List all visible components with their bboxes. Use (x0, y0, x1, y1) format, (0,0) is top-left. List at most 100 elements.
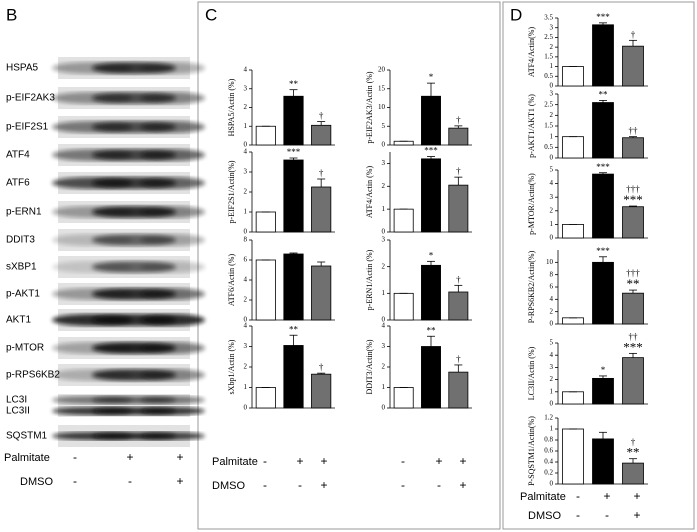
y-tick-label: 1 (550, 62, 554, 70)
condition-sign: - (605, 508, 609, 522)
y-axis-label: ATF4/Actin (%) (365, 166, 374, 219)
y-tick-label: 4 (244, 148, 248, 156)
y-tick-label: 1.2 (544, 414, 553, 422)
condition-label: DMSO (212, 480, 245, 492)
significance-mark: ** (627, 445, 640, 460)
blot-label: LC3II (6, 406, 30, 417)
bar (283, 159, 304, 233)
condition-sign: + (126, 450, 133, 464)
y-tick-label: 1 (244, 122, 248, 130)
bar (622, 292, 644, 325)
panel-label: C (205, 5, 217, 24)
blot-band (141, 62, 205, 74)
blot-label: p-MTOR (6, 343, 44, 354)
significance-mark: ††† (626, 268, 640, 278)
significance-mark: †† (629, 331, 639, 341)
significance-mark: † (456, 274, 461, 284)
y-tick-label: 2 (550, 206, 554, 214)
significance-mark: † (631, 29, 636, 39)
y-tick-label: 1.5 (544, 52, 553, 60)
y-tick-label: 0 (550, 82, 554, 90)
condition-label: Palmitate (212, 456, 258, 468)
y-tick-label: 10 (546, 258, 554, 266)
blot-band (141, 314, 205, 326)
bar (283, 345, 304, 409)
blot-band (141, 92, 205, 104)
y-tick-label: 3 (244, 84, 248, 92)
blot-band (141, 369, 205, 381)
bar (562, 428, 584, 485)
condition-sign: + (633, 489, 640, 503)
y-axis-label: ATF4/Actin(%) (527, 27, 536, 78)
blot-band (141, 206, 205, 218)
significance-mark: *** (596, 12, 610, 22)
y-tick-label: 10 (378, 103, 386, 111)
significance-mark: † (456, 354, 461, 364)
y-tick-label: 5 (550, 166, 554, 174)
blot-label: p-EIF2AK3 (6, 93, 55, 104)
y-tick-label: 0.2 (544, 469, 553, 477)
significance-mark: ** (289, 324, 299, 334)
significance-mark: ** (627, 276, 640, 291)
bar (393, 140, 414, 146)
y-axis-label: p-EIF2AK3/Actin (%) (365, 71, 374, 144)
significance-mark: †† (629, 126, 639, 136)
bar (255, 125, 276, 146)
bar (283, 253, 304, 321)
bar (592, 261, 614, 325)
blot-label: p-RPS6KB2 (6, 370, 60, 381)
blot-band (141, 177, 205, 189)
significance-mark: ** (427, 325, 437, 335)
bar (562, 391, 584, 405)
y-tick-label: 6 (244, 256, 248, 264)
blot-label: p-EIF2S1 (6, 122, 49, 133)
y-axis-label: ATF6/Actin (%) (227, 254, 236, 307)
bar (393, 208, 414, 233)
significance-mark: *** (623, 339, 643, 354)
y-tick-label: 2.5 (544, 33, 553, 41)
blot-band (141, 342, 205, 354)
y-tick-label: 0.5 (544, 143, 553, 151)
y-tick-label: 8 (244, 236, 248, 244)
blot-label: DDIT3 (6, 235, 35, 246)
bar (562, 223, 584, 239)
y-tick-label: 5 (382, 122, 386, 130)
y-axis-label: p-AKT1/AKT1 (%) (527, 94, 536, 158)
significance-mark: *** (424, 146, 438, 156)
y-tick-label: 2 (382, 262, 386, 270)
bar (592, 377, 614, 405)
blot-label: ATF4 (6, 150, 30, 161)
condition-sign: + (459, 478, 466, 492)
bar (311, 124, 332, 146)
condition-sign: - (263, 454, 267, 468)
bar (421, 95, 441, 146)
condition-sign: - (73, 474, 77, 488)
y-tick-label: 6 (550, 283, 554, 291)
bar (393, 292, 414, 321)
condition-sign: - (401, 454, 405, 468)
condition-sign: + (176, 450, 183, 464)
bar (448, 371, 469, 409)
y-tick-label: 0 (244, 141, 248, 149)
y-tick-label: 3 (550, 90, 554, 98)
panel-label: B (6, 5, 17, 24)
y-tick-label: 4 (550, 295, 554, 303)
y-tick-label: 4 (550, 179, 554, 187)
y-tick-label: 0.6 (544, 447, 553, 455)
bar (255, 211, 276, 233)
condition-sign: - (73, 450, 77, 464)
y-tick-label: 1 (244, 208, 248, 216)
condition-sign: + (633, 508, 640, 522)
panel-d-frame (502, 1, 695, 530)
y-tick-label: 3 (550, 193, 554, 201)
y-tick-label: 1 (382, 205, 386, 213)
y-tick-label: 20 (378, 66, 386, 74)
y-tick-label: 0 (550, 154, 554, 162)
significance-mark: * (429, 72, 434, 82)
y-tick-label: 3 (382, 159, 386, 167)
condition-label: DMSO (20, 476, 53, 488)
significance-mark: † (631, 437, 636, 447)
y-tick-label: 0 (550, 480, 554, 488)
condition-label: Palmitate (4, 452, 50, 464)
y-axis-label: P-SQSTM1/Actin(%) (527, 416, 536, 486)
